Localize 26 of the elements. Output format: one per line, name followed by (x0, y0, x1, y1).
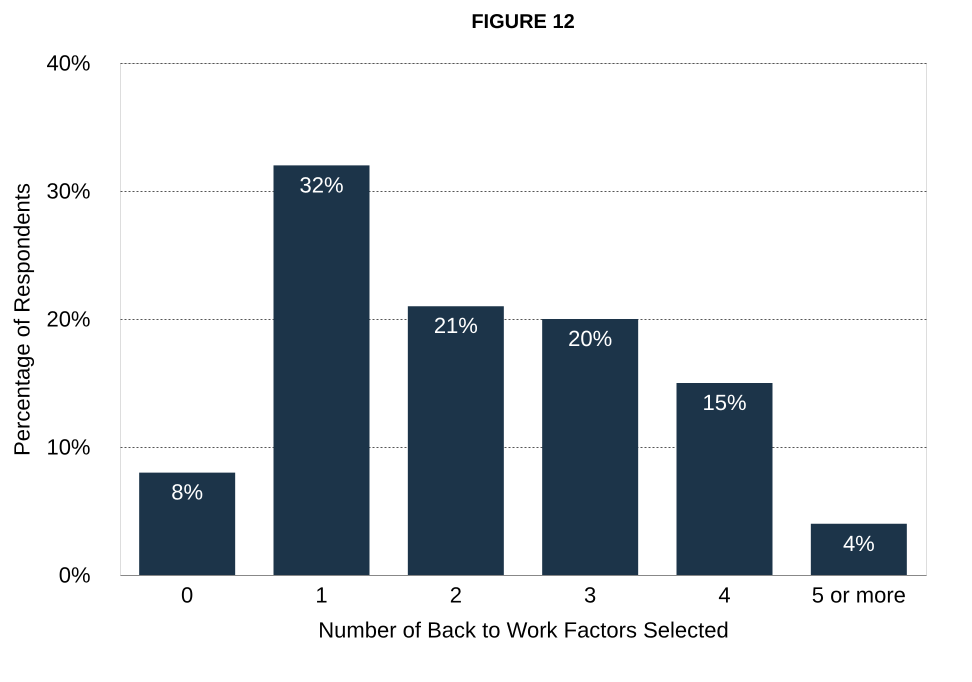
bar (810, 524, 907, 575)
x-tick-label: 1 (315, 582, 328, 608)
data-label: 8% (171, 480, 204, 505)
data-label: 4% (842, 530, 875, 556)
bar (676, 383, 772, 575)
x-tick-label: 3 (584, 582, 596, 608)
x-tick-label: 2 (450, 582, 462, 608)
x-tick-label: 0 (181, 582, 194, 608)
y-tick-label: 10% (46, 434, 90, 460)
chart-title: FIGURE 12 (471, 11, 575, 33)
y-tick-label: 40% (46, 50, 90, 76)
y-tick-label: 20% (46, 306, 90, 332)
x-tick-label: 4 (718, 582, 731, 608)
bar (408, 306, 504, 575)
bar (274, 165, 370, 575)
data-label: 21% (434, 313, 478, 338)
x-axis-title: Number of Back to Work Factors Selected (318, 618, 729, 642)
x-tick-label: 5 or more (812, 582, 906, 608)
data-label: 32% (299, 172, 344, 198)
bar (139, 472, 236, 575)
y-tick-label: 0% (58, 562, 90, 588)
data-label: 15% (702, 390, 747, 415)
data-label: 20% (568, 326, 612, 351)
bar (542, 319, 638, 575)
y-tick-label: 30% (46, 178, 90, 204)
y-axis-title: Percentage of Respondents (9, 183, 34, 456)
